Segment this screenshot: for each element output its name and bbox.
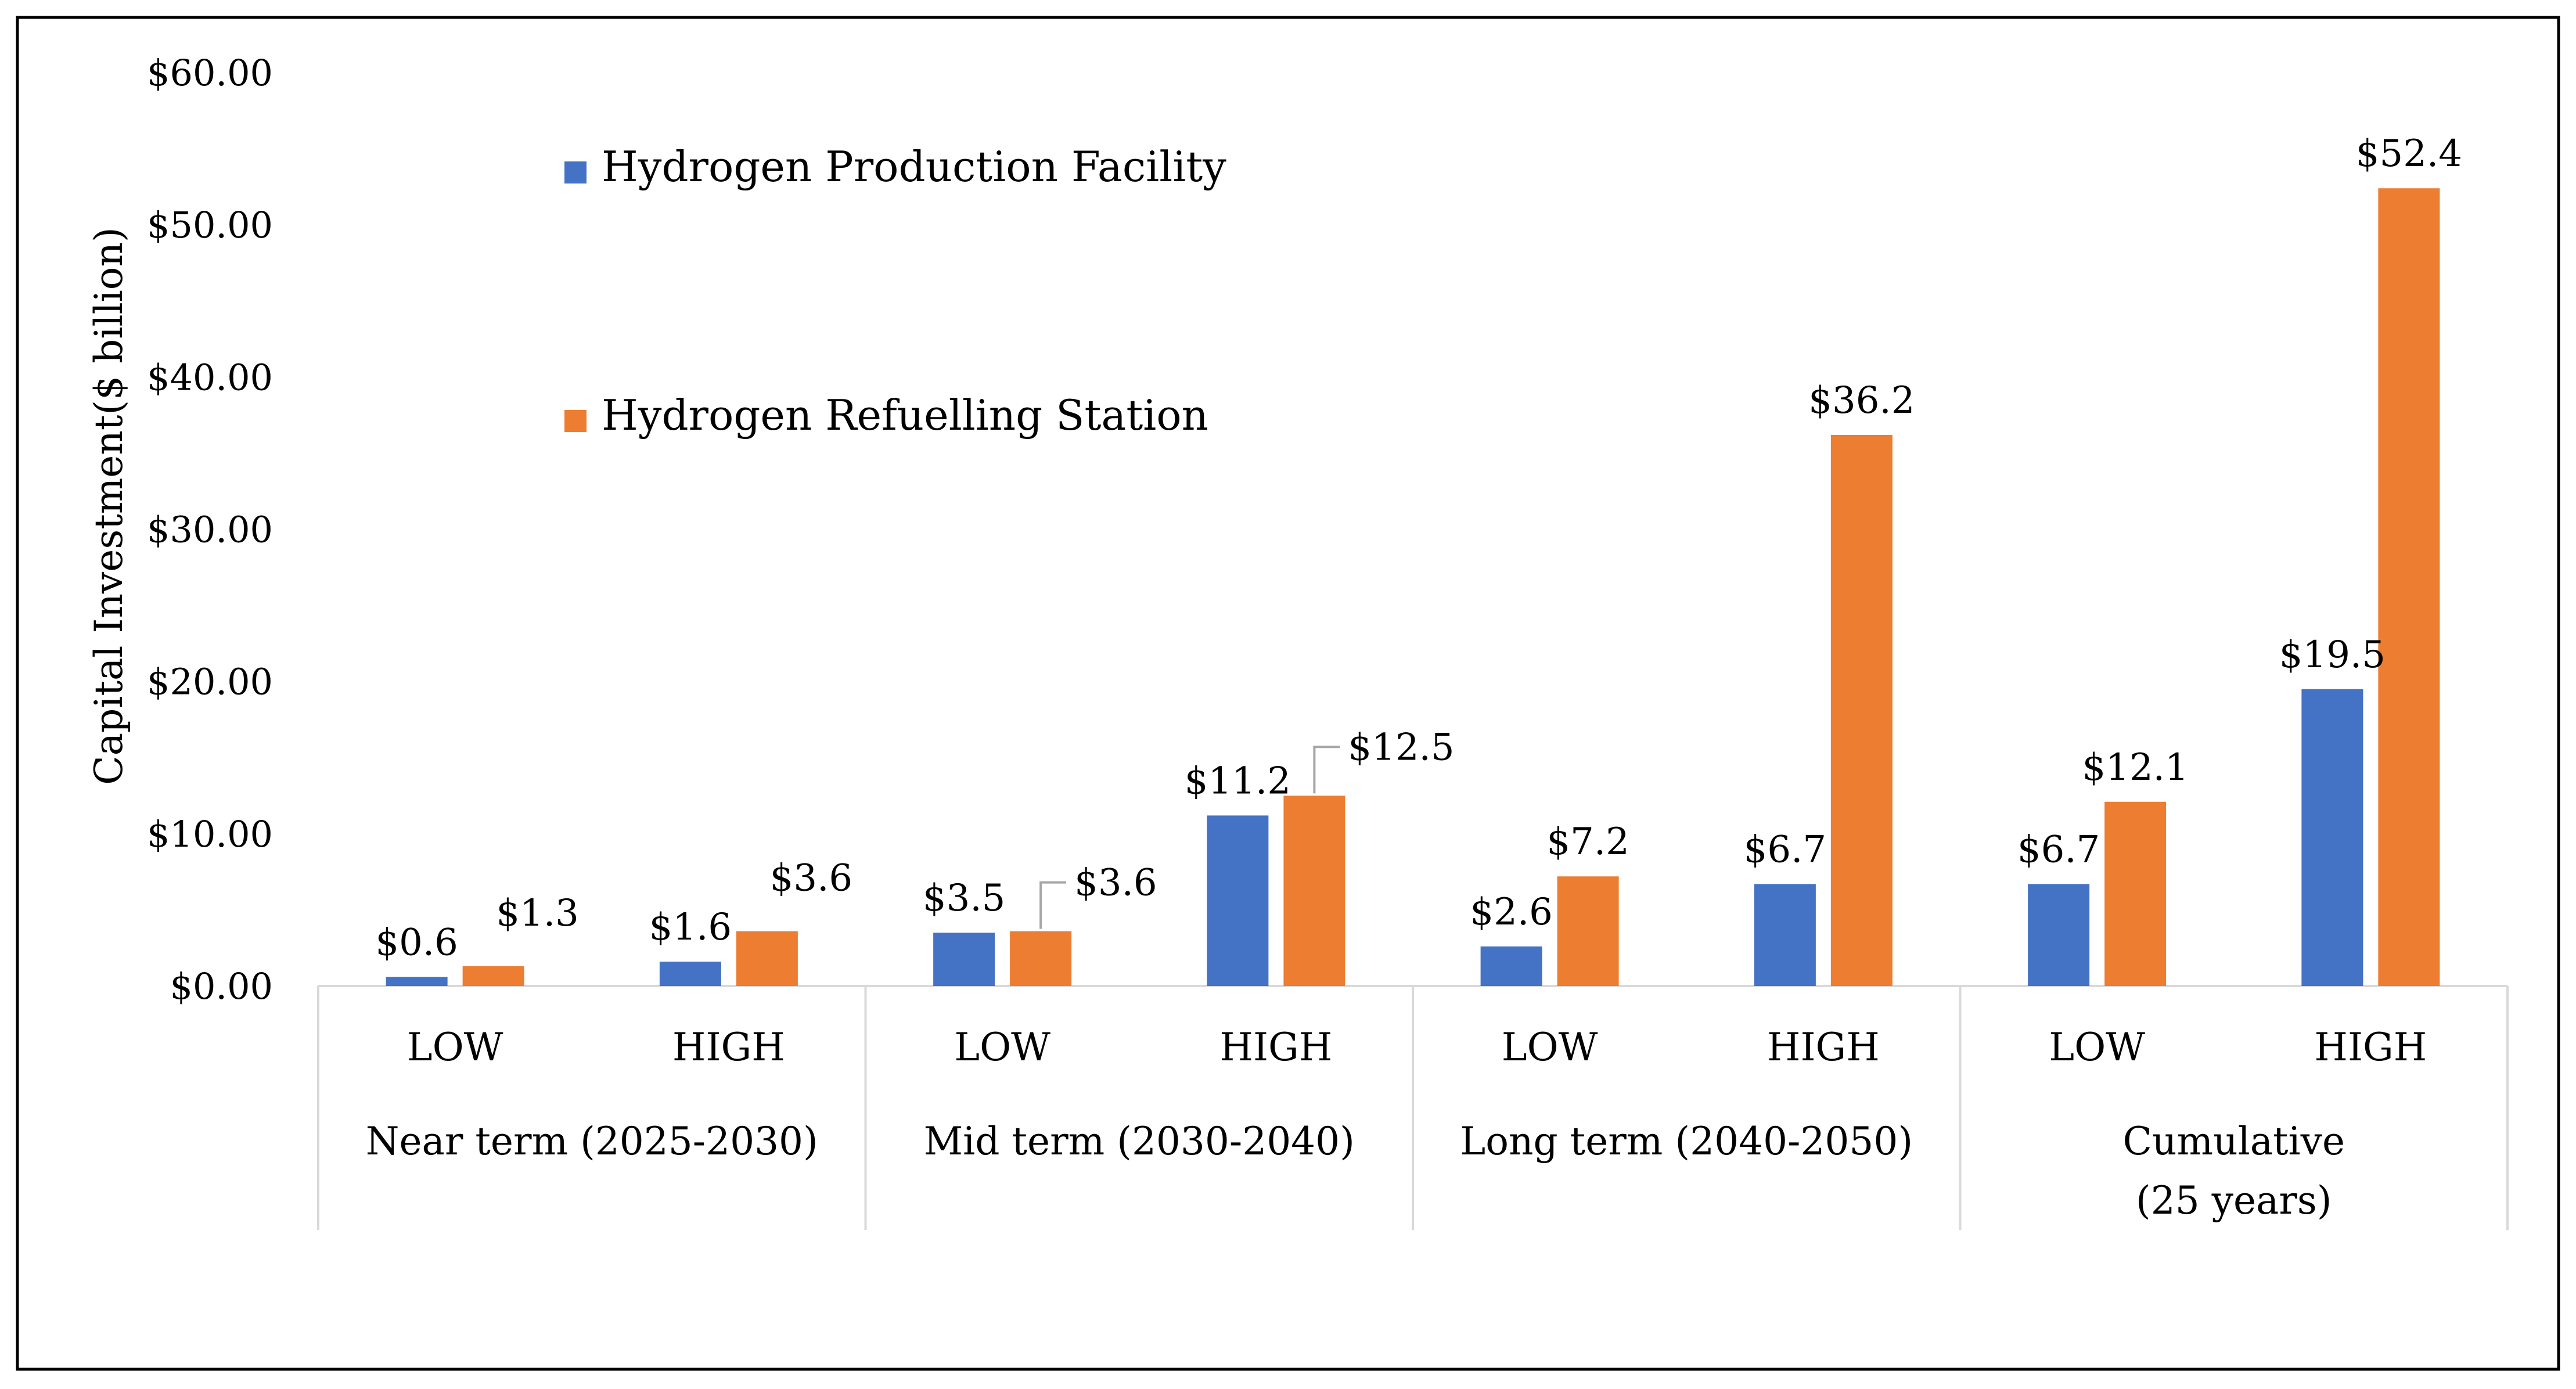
y-tick-label: $60.00 bbox=[147, 52, 273, 94]
bar-refuelling-station[interactable] bbox=[2378, 188, 2440, 986]
bar-refuelling-station[interactable] bbox=[2104, 801, 2167, 986]
data-label-refuelling-station: $1.3 bbox=[496, 892, 579, 935]
data-label-refuelling-station: $3.6 bbox=[770, 857, 853, 900]
data-label-refuelling-station: $12.5 bbox=[1348, 726, 1454, 769]
bar-production-facility[interactable] bbox=[386, 977, 448, 986]
data-label-production-facility: $11.2 bbox=[1185, 760, 1291, 803]
data-label-leader-line bbox=[1039, 881, 1067, 929]
category-label: HIGH bbox=[1767, 1025, 1880, 1070]
y-tick-label: $30.00 bbox=[147, 509, 273, 551]
bar-refuelling-station[interactable] bbox=[462, 966, 524, 986]
bar-production-facility[interactable] bbox=[659, 962, 721, 986]
group-label: Cumulative bbox=[2122, 1119, 2345, 1164]
bar-production-facility[interactable] bbox=[1207, 815, 1269, 986]
bar-refuelling-station[interactable] bbox=[1010, 931, 1072, 986]
bar-production-facility[interactable] bbox=[1480, 946, 1542, 986]
y-axis-title: Capital Investment($ billion) bbox=[87, 227, 131, 785]
data-label-production-facility: $19.5 bbox=[2279, 634, 2386, 676]
data-label-refuelling-station: $36.2 bbox=[1808, 379, 1915, 422]
data-label-production-facility: $6.7 bbox=[1744, 828, 1827, 871]
bar-refuelling-station[interactable] bbox=[736, 931, 798, 986]
category-label: HIGH bbox=[1219, 1025, 1332, 1070]
data-label-production-facility: $6.7 bbox=[2017, 828, 2100, 871]
category-label: LOW bbox=[1502, 1025, 1598, 1070]
category-label: HIGH bbox=[2314, 1025, 2427, 1070]
legend-label: Hydrogen Production Facility bbox=[602, 142, 1226, 191]
legend-swatch bbox=[564, 161, 587, 183]
y-tick-label: $50.00 bbox=[147, 204, 273, 246]
bar-production-facility[interactable] bbox=[2028, 884, 2090, 986]
group-label: (25 years) bbox=[2136, 1178, 2332, 1223]
category-label: LOW bbox=[407, 1025, 503, 1070]
bar-production-facility[interactable] bbox=[933, 933, 995, 986]
data-label-refuelling-station: $12.1 bbox=[2082, 746, 2189, 789]
group-label: Long term (2040-2050) bbox=[1460, 1119, 1913, 1164]
data-label-production-facility: $0.6 bbox=[375, 921, 458, 964]
data-label-production-facility: $3.5 bbox=[923, 877, 1006, 920]
bar-production-facility[interactable] bbox=[2301, 689, 2363, 986]
data-label-production-facility: $2.6 bbox=[1470, 891, 1553, 934]
legend-label: Hydrogen Refuelling Station bbox=[602, 391, 1208, 440]
category-label: LOW bbox=[2049, 1025, 2145, 1070]
bar-refuelling-station[interactable] bbox=[1557, 876, 1619, 986]
group-label: Mid term (2030-2040) bbox=[924, 1119, 1355, 1164]
y-tick-label: $40.00 bbox=[147, 356, 273, 398]
bar-production-facility[interactable] bbox=[1754, 884, 1816, 986]
data-label-refuelling-station: $52.4 bbox=[2356, 132, 2462, 175]
y-tick-label: $10.00 bbox=[147, 813, 273, 855]
category-label: LOW bbox=[954, 1025, 1050, 1070]
y-tick-label: $20.00 bbox=[147, 661, 273, 703]
chart-frame bbox=[16, 16, 2560, 1371]
y-tick-label: $0.00 bbox=[170, 965, 274, 1007]
group-label: Near term (2025-2030) bbox=[366, 1119, 818, 1164]
category-label: HIGH bbox=[672, 1025, 785, 1070]
data-label-production-facility: $1.6 bbox=[649, 906, 732, 949]
data-label-refuelling-station: $7.2 bbox=[1546, 821, 1629, 863]
data-label-leader-line bbox=[1313, 746, 1340, 794]
bar-refuelling-station[interactable] bbox=[1283, 796, 1345, 986]
legend-swatch bbox=[564, 410, 587, 432]
bar-refuelling-station[interactable] bbox=[1830, 434, 1893, 986]
data-label-refuelling-station: $3.6 bbox=[1074, 862, 1157, 905]
